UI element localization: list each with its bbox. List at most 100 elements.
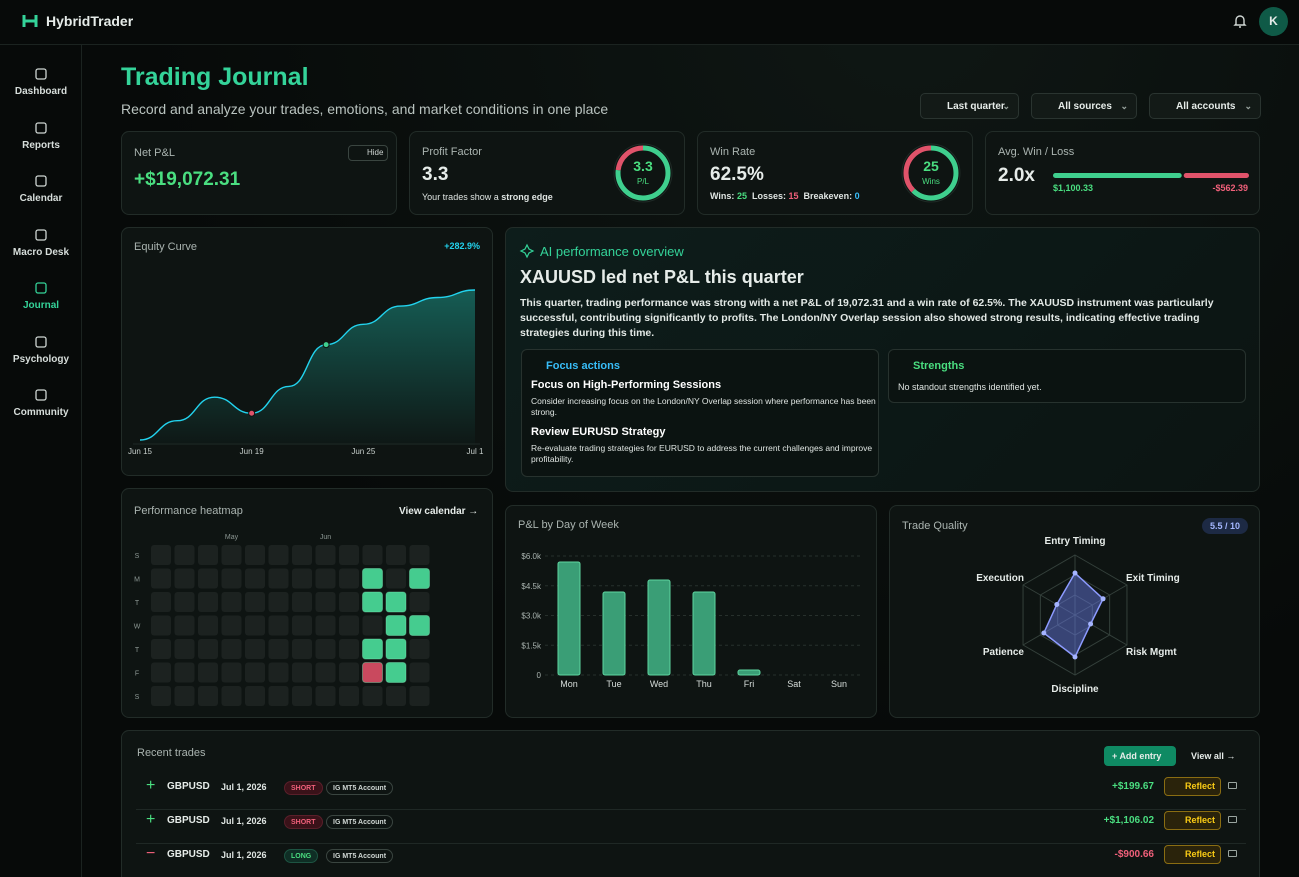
focus-item-text: Re-evaluate trading strategies for EURUS… (531, 443, 873, 464)
icon-shape (35, 175, 47, 187)
nav-label: Reports (22, 139, 60, 151)
focus-item-title: Focus on High-Performing Sessions (531, 379, 722, 391)
ai-card: AI performance overview XAUUSD led net P… (505, 227, 1260, 492)
bell[interactable] (1232, 13, 1248, 29)
icon-shape (35, 389, 47, 401)
nav-label: Community (13, 407, 69, 418)
heatmap-card: Performance heatmap View calendar → (121, 488, 493, 718)
logo (22, 15, 38, 27)
nav-item[interactable]: Journal (0, 279, 82, 323)
hide-button[interactable]: Hide (348, 145, 388, 161)
hide-text: Hide (367, 148, 384, 157)
reflect-button[interactable]: Reflect (1164, 845, 1221, 864)
icon-shape (35, 282, 47, 294)
stat-label: Avg. Win / Loss (998, 146, 1075, 158)
nav-item[interactable]: Community (0, 386, 82, 430)
nav-item[interactable]: Reports (0, 119, 82, 163)
pnl: -$900.66 (1114, 849, 1154, 860)
icon-shape (35, 228, 47, 241)
wins: 25 (736, 191, 747, 201)
nav-label: Calendar (19, 193, 63, 204)
ai-headline: XAUUSD led net P&L this quarter (520, 267, 804, 287)
reflect-button[interactable]: Reflect (1164, 777, 1221, 796)
stat-value: 2.0x (998, 165, 1035, 186)
focus-item-title: Review EURUSD Strategy (531, 426, 666, 438)
date: Jul 1, 2026 (221, 850, 267, 860)
note: Your trades show a (422, 192, 499, 202)
pnl: +$199.67 (1112, 781, 1154, 792)
nav-icon (35, 282, 47, 294)
filter-dropdown[interactable]: All sources ⌄ (1031, 93, 1137, 119)
nav-item[interactable]: Psychology (0, 333, 82, 377)
avatar[interactable]: K (1259, 7, 1288, 36)
chevron: ⌄ (1002, 101, 1010, 111)
calendar-link[interactable]: View calendar → (399, 506, 479, 517)
stat-value: 62.5% (710, 164, 764, 185)
focus-title: Focus actions (546, 360, 620, 372)
profit-factor-card: Profit Factor 3.3 Your trades show a str… (409, 131, 685, 215)
account-badge: IG MT5 Account (326, 781, 394, 795)
add-text: Add entry (1119, 751, 1162, 761)
wins-label: Wins: (710, 191, 735, 201)
row-divider (136, 809, 1246, 810)
dow-card: P&L by Day of Week (505, 505, 877, 718)
filter-dropdown[interactable]: All accounts ⌄ (1149, 93, 1261, 119)
card-title: Trade Quality (902, 520, 968, 532)
add-entry-button[interactable]: + Add entry (1104, 746, 1176, 766)
nav-icon (35, 121, 47, 134)
win-rate-card: Win Rate 62.5% Wins: 25 Losses: 15 Break… (697, 131, 973, 215)
avg-win: $1,100.33 (1053, 183, 1094, 193)
symbol: GBPUSD (167, 815, 210, 826)
stat-note: Your trades show a strong edge (422, 192, 553, 202)
equity-card: Equity Curve +282.9% (121, 227, 493, 476)
account-badge: IG MT5 Account (326, 815, 394, 829)
icon-shape (35, 68, 47, 80)
expand-icon[interactable]: + (146, 811, 156, 828)
reflect-text: Reflect (1185, 781, 1216, 791)
filter-dropdown[interactable]: Last quarter ⌄ (920, 93, 1019, 119)
pnl: +$1,106.02 (1103, 815, 1154, 826)
losses-label: Losses: (751, 191, 786, 201)
archive-icon[interactable] (1228, 816, 1237, 823)
expand-icon[interactable]: + (146, 777, 156, 794)
archive-icon[interactable] (1228, 850, 1237, 857)
expand-icon[interactable]: − (146, 845, 156, 862)
filter-label: All sources (1058, 100, 1112, 112)
card-title: Equity Curve (134, 241, 197, 253)
reflect-text: Reflect (1185, 849, 1216, 859)
nav-icon (35, 389, 47, 401)
strengths-box: Strengths No standout strengths identifi… (888, 349, 1246, 403)
link-text: View calendar (399, 506, 466, 517)
nav-label: Macro Desk (12, 246, 70, 258)
nav-item[interactable]: Calendar (0, 172, 82, 216)
reflect-text: Reflect (1185, 815, 1216, 825)
brand: HybridTrader (46, 13, 134, 29)
icon-shape (35, 335, 47, 348)
strengths-text: No standout strengths identified yet. (898, 382, 1042, 392)
avg-loss: -$562.39 (1212, 183, 1248, 193)
symbol: GBPUSD (167, 781, 210, 792)
net-pnl-card: Net P&L Hide +$19,072.31 (121, 131, 397, 215)
card-title: P&L by Day of Week (518, 519, 619, 531)
equity-change: +282.9% (444, 241, 480, 251)
stat-label: Win Rate (710, 146, 756, 158)
archive-icon[interactable] (1228, 782, 1237, 789)
focus-box: Focus actions Focus on High-Performing S… (521, 349, 879, 477)
trades-card: Recent trades + Add entry View all → + GB… (121, 730, 1260, 877)
date: Jul 1, 2026 (221, 816, 267, 826)
page-title: Trading Journal (121, 63, 309, 91)
chevron: ⌄ (1120, 101, 1128, 111)
reflect-button[interactable]: Reflect (1164, 811, 1221, 830)
ai-body: This quarter, trading performance was st… (520, 297, 1214, 339)
nav-item[interactable]: Macro Desk (0, 226, 82, 270)
filter-label: Last quarter (947, 100, 1005, 112)
nav-item[interactable]: Dashboard (0, 65, 82, 109)
chevron: ⌄ (1244, 101, 1252, 111)
page-subtitle: Record and analyze your trades, emotions… (121, 101, 609, 117)
nav-label: Dashboard (14, 86, 68, 97)
view-all-link[interactable]: View all → (1191, 751, 1236, 761)
stat-value: 3.3 (422, 164, 449, 185)
date: Jul 1, 2026 (221, 782, 267, 792)
nav-label: Journal (22, 300, 60, 311)
win-counts: Wins: 25 Losses: 15 Breakeven: 0 (710, 191, 860, 201)
